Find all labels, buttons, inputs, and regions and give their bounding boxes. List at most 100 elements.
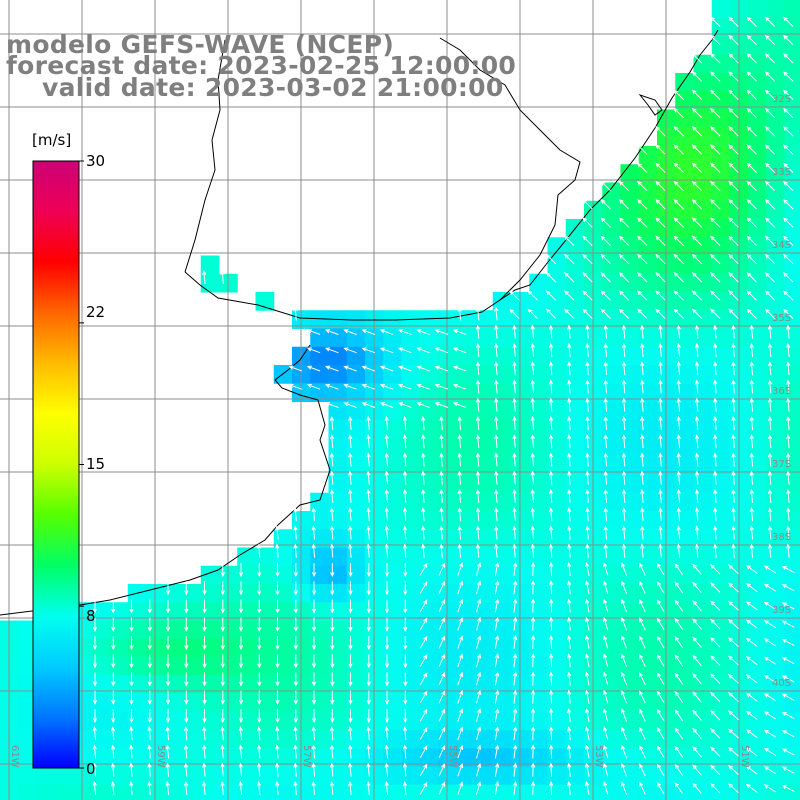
wind-arrow (585, 488, 590, 504)
wind-speed-cell (200, 693, 220, 713)
wind-speed-cell (602, 638, 621, 658)
wind-speed-cell (383, 529, 402, 548)
wind-arrow (692, 563, 702, 575)
wind-arrow (710, 107, 721, 119)
wind-arrow (763, 693, 776, 702)
wind-arrow (584, 707, 590, 723)
wind-speed-cell (419, 547, 439, 567)
wind-arrow (530, 726, 536, 741)
wind-speed-cell (620, 529, 640, 548)
wind-arrow (384, 709, 390, 724)
wind-speed-cell (529, 584, 548, 603)
wind-speed-cell (474, 456, 494, 475)
wind-arrow (749, 379, 754, 394)
wind-arrow (384, 563, 390, 578)
wind-arrow (781, 620, 795, 628)
wind-arrow (402, 434, 408, 449)
wind-speed-cell (766, 784, 786, 800)
wind-arrow (475, 525, 481, 540)
wind-speed-cell (456, 711, 475, 731)
wind-speed-cell (492, 730, 512, 749)
wind-arrow (749, 543, 754, 558)
wind-arrow (731, 507, 736, 522)
wind-speed-cell (547, 365, 567, 384)
wind-speed-cell (456, 492, 475, 512)
wind-arrow (329, 452, 335, 467)
wind-arrow (494, 507, 499, 522)
wind-arrow (728, 71, 739, 82)
wind-arrow (403, 617, 408, 632)
wind-arrow (494, 452, 499, 467)
wind-speed-cell (784, 693, 800, 713)
wind-speed-cell (310, 784, 329, 800)
wind-arrow (384, 470, 389, 485)
wind-speed-cell (602, 693, 621, 713)
wind-arrow (384, 452, 389, 467)
wind-arrow (640, 397, 645, 412)
wind-arrow (421, 452, 426, 467)
wind-arrow (293, 581, 298, 596)
wind-speed-cell (474, 529, 494, 548)
wind-speed-cell (492, 711, 512, 731)
wind-speed-cell (492, 784, 512, 800)
wind-arrow (238, 563, 244, 578)
wind-arrow (783, 308, 794, 319)
wind-arrow (767, 379, 773, 394)
wind-speed-cell (529, 346, 548, 366)
wind-speed-cell (310, 693, 329, 713)
wind-arrow (692, 764, 702, 776)
wind-arrow (640, 452, 645, 467)
wind-speed-cell (383, 711, 402, 731)
wind-speed-cell (711, 401, 731, 421)
wind-arrow (165, 617, 171, 632)
wind-speed-cell (675, 511, 694, 530)
wind-arrow (129, 762, 134, 777)
wind-arrow (691, 144, 703, 155)
wind-speed-cell (620, 657, 640, 676)
wind-speed-cell (748, 547, 767, 567)
wind-arrow (713, 525, 718, 540)
wind-arrow (238, 672, 244, 687)
wind-arrow (603, 488, 608, 504)
wind-speed-cell (766, 529, 786, 548)
wind-arrow (419, 690, 428, 704)
wind-arrow (512, 361, 517, 376)
wind-arrow (129, 636, 134, 651)
wind-arrow (416, 383, 430, 390)
wind-speed-cell (18, 711, 37, 731)
wind-arrow (548, 762, 554, 777)
wind-arrow (710, 563, 721, 575)
wind-speed-cell (328, 438, 348, 457)
wind-arrow (694, 397, 700, 412)
lat-label: 38S (772, 532, 792, 543)
wind-speed-cell (620, 620, 640, 640)
wind-arrow (545, 253, 557, 265)
wind-arrow (621, 324, 627, 339)
wind-speed-cell (675, 419, 694, 439)
wind-arrow (348, 709, 353, 724)
wind-speed-cell (693, 456, 713, 475)
wind-speed-cell (273, 711, 293, 731)
wind-speed-cell (127, 638, 147, 658)
wind-speed-cell (401, 438, 421, 457)
wind-arrow (512, 634, 518, 650)
wind-arrow (621, 543, 627, 558)
wind-arrow (165, 581, 171, 596)
wind-arrow (767, 434, 773, 449)
wind-speed-cell (383, 511, 402, 530)
wind-arrow (421, 470, 426, 485)
wind-arrow (530, 397, 535, 412)
wind-arrow (710, 618, 721, 630)
wind-arrow (710, 217, 721, 228)
wind-arrow (585, 507, 590, 522)
wind-arrow (639, 580, 646, 594)
wind-arrow (330, 672, 335, 687)
wind-speed-cell (474, 438, 494, 457)
wind-arrow (692, 746, 702, 758)
wind-arrow (694, 543, 700, 558)
wind-arrow (658, 415, 663, 431)
wind-arrow (749, 452, 754, 467)
wind-speed-cell (127, 675, 147, 694)
wind-arrow (746, 107, 757, 119)
wind-speed-cell (620, 638, 640, 658)
